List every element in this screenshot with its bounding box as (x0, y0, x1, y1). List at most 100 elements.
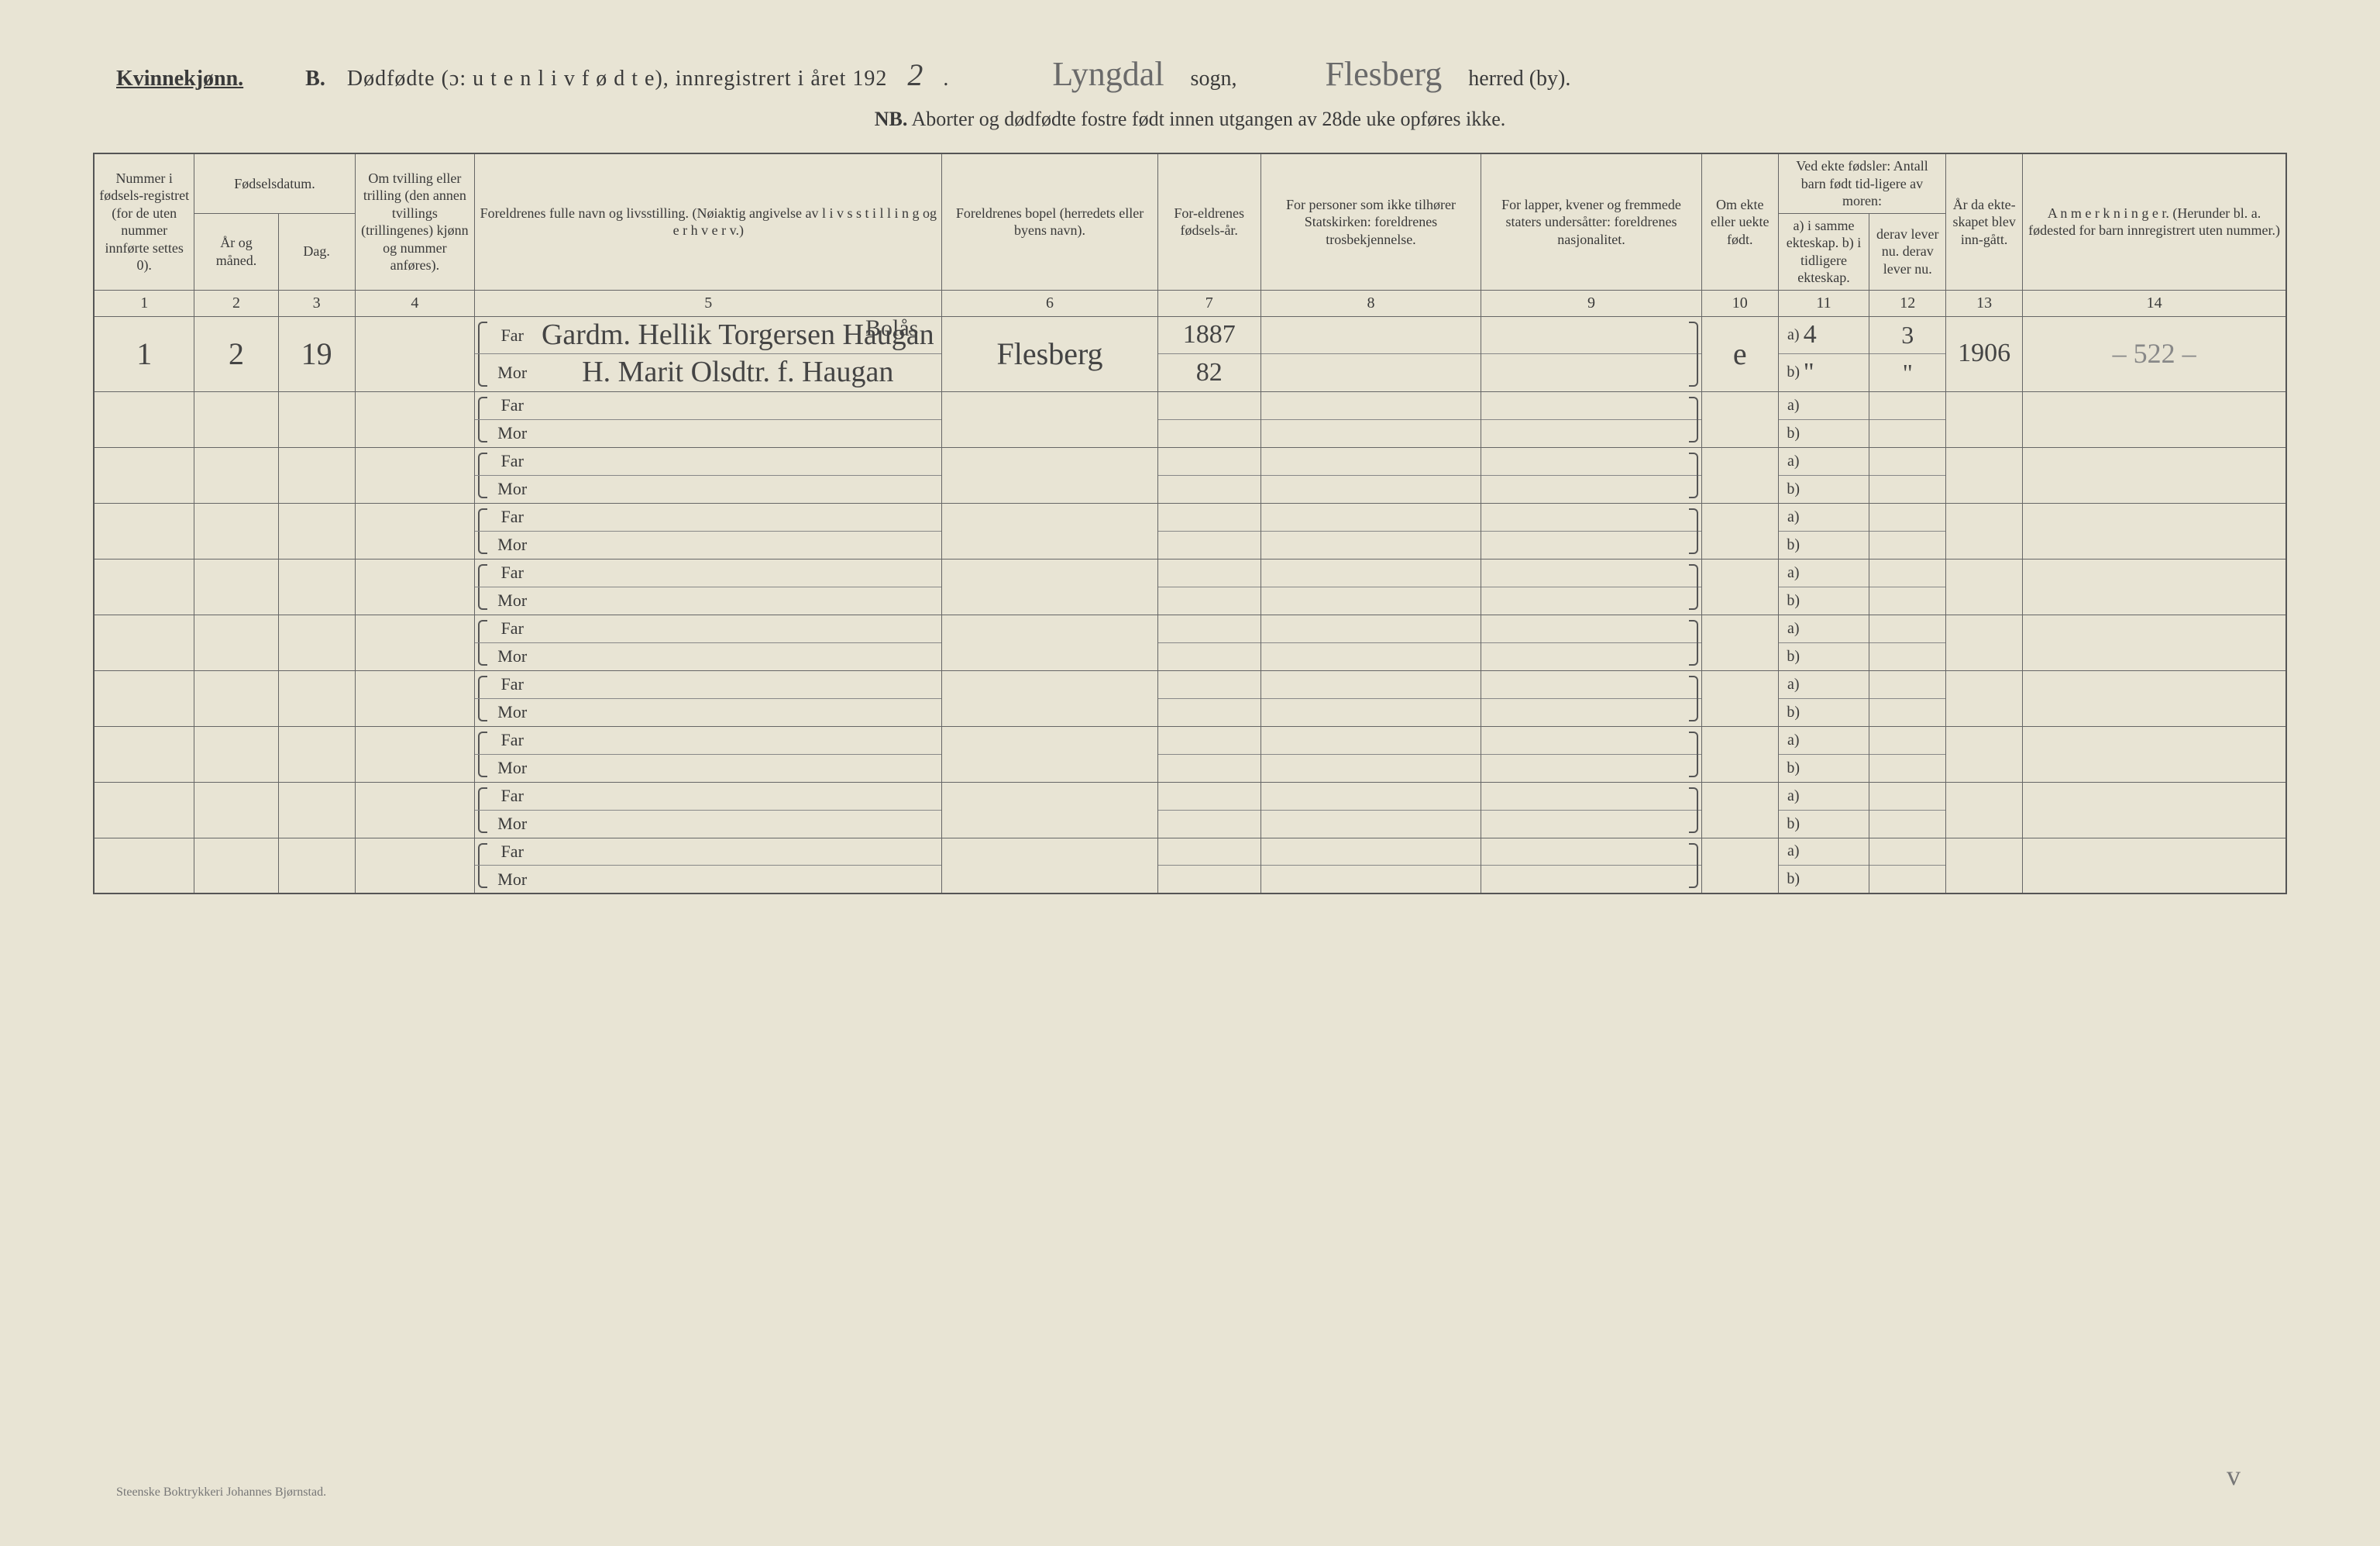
table-cell (2023, 615, 2286, 670)
table-cell (1481, 316, 1702, 391)
colnum: 2 (194, 290, 278, 316)
sogn-label: sogn, (1191, 67, 1237, 91)
table-cell: 3 " (1869, 316, 1946, 391)
table-cell (94, 447, 194, 503)
table-row: 1219 BolåsFarGardm. Hellik Torgersen Hau… (94, 316, 2286, 391)
col-header-5: Foreldrenes fulle navn og livsstilling. … (475, 153, 942, 290)
table-cell: a) b) (1778, 670, 1869, 726)
col-header-11: a) i samme ekteskap. b) i tidligere ekte… (1778, 213, 1869, 290)
table-cell (94, 670, 194, 726)
table-cell: a) b) (1778, 615, 1869, 670)
col-header-9: For lapper, kvener og fremmede staters u… (1481, 153, 1702, 290)
col-header-6: Foreldrenes bopel (herredets eller byens… (942, 153, 1157, 290)
table-cell: Far Mor (475, 503, 942, 559)
table-row: Far Mor a) b) (94, 559, 2286, 615)
table-cell (1157, 782, 1261, 838)
table-cell (1946, 782, 2023, 838)
col-header-14: A n m e r k n i n g e r. (Herunder bl. a… (2023, 153, 2286, 290)
table-cell: Flesberg (942, 316, 1157, 391)
table-cell (1261, 782, 1481, 838)
table-cell: 1887 82 (1157, 316, 1261, 391)
table-cell (1869, 391, 1946, 447)
col-header-3: Dag. (278, 213, 355, 290)
table-cell (1869, 838, 1946, 894)
table-cell (1261, 391, 1481, 447)
table-cell (1946, 838, 2023, 894)
col-header-11-group: Ved ekte fødsler: Antall barn født tid-l… (1778, 153, 1945, 213)
table-cell (1481, 559, 1702, 615)
table-cell: 2 (194, 316, 278, 391)
nb-text: Aborter og dødfødte fostre født innen ut… (911, 108, 1505, 130)
table-cell (2023, 782, 2286, 838)
gender-label: Kvinnekjønn. (116, 67, 243, 91)
table-row: Far Mor a) b) (94, 615, 2286, 670)
table-cell (1481, 503, 1702, 559)
table-cell: a) b) (1778, 726, 1869, 782)
table-cell (94, 838, 194, 894)
table-cell (942, 726, 1157, 782)
table-cell: a) b) (1778, 503, 1869, 559)
colnum: 3 (278, 290, 355, 316)
table-cell (1157, 615, 1261, 670)
table-cell (942, 559, 1157, 615)
table-cell (1701, 447, 1778, 503)
nb-prefix: NB. (875, 108, 908, 130)
table-cell (1261, 670, 1481, 726)
colnum: 6 (942, 290, 1157, 316)
table-row: Far Mor a) b) (94, 391, 2286, 447)
col-header-8: For personer som ikke tilhører Statskirk… (1261, 153, 1481, 290)
table-cell: 19 (278, 316, 355, 391)
table-cell (1481, 838, 1702, 894)
table-cell (1946, 615, 2023, 670)
table-cell (1701, 838, 1778, 894)
table-cell (1261, 316, 1481, 391)
table-cell (942, 615, 1157, 670)
table-cell: Far Mor (475, 615, 942, 670)
table-cell: Far Mor (475, 391, 942, 447)
table-cell (278, 838, 355, 894)
table-cell (94, 391, 194, 447)
herred-label: herred (by). (1468, 67, 1570, 91)
table-cell (1701, 503, 1778, 559)
table-cell (1869, 726, 1946, 782)
table-cell: Far Mor (475, 447, 942, 503)
col-header-2-group: Fødselsdatum. (194, 153, 355, 213)
column-number-row: 1 2 3 4 5 6 7 8 9 10 11 12 13 14 (94, 290, 2286, 316)
table-cell: Far Mor (475, 838, 942, 894)
col-header-12: derav lever nu. derav lever nu. (1869, 213, 1946, 290)
table-cell (1946, 559, 2023, 615)
table-cell (1481, 726, 1702, 782)
table-cell (1157, 447, 1261, 503)
table-cell (278, 782, 355, 838)
table-cell (278, 726, 355, 782)
document-header: Kvinnekjønn. B. Dødfødte (ɔ: u t e n l i… (93, 54, 2287, 94)
table-cell (942, 838, 1157, 894)
table-cell (1481, 670, 1702, 726)
table-cell: a)4 b)" (1778, 316, 1869, 391)
table-cell (942, 782, 1157, 838)
table-cell (1481, 615, 1702, 670)
year-handwritten: 2 (903, 57, 927, 93)
table-cell (2023, 726, 2286, 782)
table-cell: Far Mor (475, 559, 942, 615)
table-cell (278, 503, 355, 559)
table-cell (1701, 670, 1778, 726)
table-cell (355, 391, 475, 447)
table-cell (942, 670, 1157, 726)
table-cell (1157, 559, 1261, 615)
sogn-value: Lyngdal (1041, 54, 1175, 94)
table-cell (1157, 503, 1261, 559)
colnum: 14 (2023, 290, 2286, 316)
table-cell (278, 670, 355, 726)
table-cell (1946, 447, 2023, 503)
col-header-13: År da ekte-skapet blev inn-gått. (1946, 153, 2023, 290)
col-header-10: Om ekte eller uekte født. (1701, 153, 1778, 290)
table-cell (1261, 559, 1481, 615)
table-cell (355, 782, 475, 838)
table-row: Far Mor a) b) (94, 782, 2286, 838)
table-cell (1701, 782, 1778, 838)
table-cell (94, 559, 194, 615)
table-cell (278, 447, 355, 503)
table-cell (94, 782, 194, 838)
table-cell (1157, 726, 1261, 782)
